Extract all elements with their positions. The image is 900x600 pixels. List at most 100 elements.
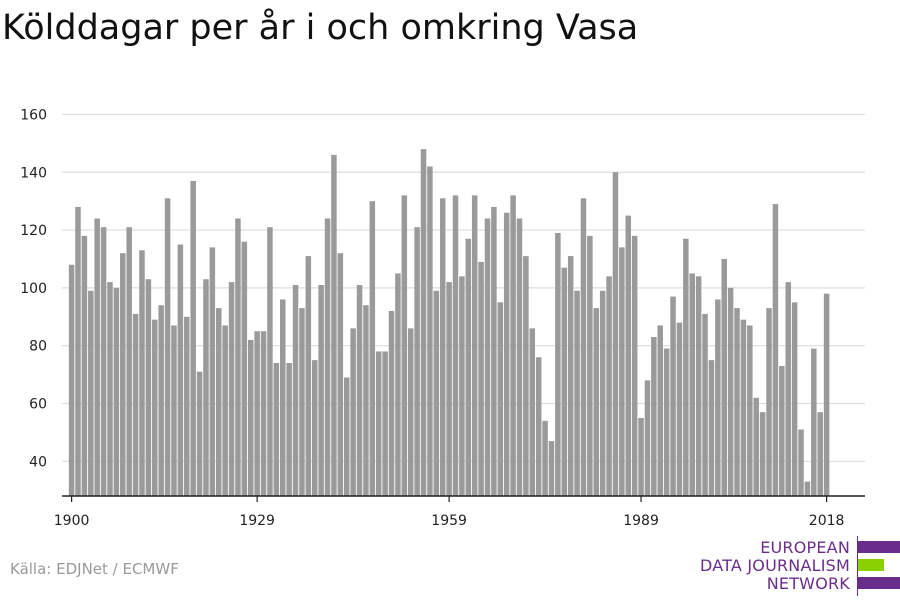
bar-1928 xyxy=(248,339,254,496)
bar-1911 xyxy=(139,250,145,496)
bar-2001 xyxy=(715,299,721,496)
bar-1963 xyxy=(471,195,478,497)
bar-1912 xyxy=(145,279,152,496)
logo-block-green xyxy=(858,559,884,571)
bar-1950 xyxy=(388,311,395,496)
bar-1931 xyxy=(267,227,273,496)
bar-1969 xyxy=(510,195,516,497)
bar-1979 xyxy=(574,290,580,496)
bar-2017 xyxy=(817,412,823,496)
y-tick-label-140: 140 xyxy=(20,165,47,181)
y-tick-label-120: 120 xyxy=(20,223,47,239)
bar-1988 xyxy=(631,235,638,497)
bar-1972 xyxy=(529,328,536,496)
x-tick-label-1989: 1989 xyxy=(623,513,659,529)
bar-1939 xyxy=(318,284,324,496)
logo-divider xyxy=(857,536,858,596)
bar-1913 xyxy=(152,319,158,496)
bar-1978 xyxy=(567,256,574,496)
bar-1944 xyxy=(350,328,356,496)
bar-1902 xyxy=(81,235,88,497)
y-tick-label-100: 100 xyxy=(20,281,47,297)
bar-1932 xyxy=(273,363,280,496)
bars xyxy=(68,149,830,497)
bar-2009 xyxy=(766,308,772,496)
bar-1954 xyxy=(414,227,420,496)
bar-1962 xyxy=(465,238,472,497)
bar-1977 xyxy=(561,267,568,496)
bar-1949 xyxy=(382,351,388,496)
bar-2000 xyxy=(708,360,715,496)
y-tick-label-60: 60 xyxy=(29,397,47,413)
bar-1918 xyxy=(184,316,190,496)
bar-2014 xyxy=(798,429,804,496)
bar-1940 xyxy=(324,218,331,496)
bar-1948 xyxy=(375,351,382,496)
bar-1922 xyxy=(209,247,216,496)
bar-1942 xyxy=(337,253,344,496)
bar-1930 xyxy=(260,331,267,496)
bar-1927 xyxy=(241,241,248,496)
bar-1919 xyxy=(190,180,196,496)
bar-2005 xyxy=(740,319,747,496)
bar-1903 xyxy=(88,290,94,496)
bar-1998 xyxy=(695,276,702,496)
bar-1957 xyxy=(433,290,440,496)
x-tick-label-1929: 1929 xyxy=(239,513,275,529)
bar-1999 xyxy=(702,313,708,496)
bar-1976 xyxy=(555,232,561,496)
bar-2012 xyxy=(785,282,791,496)
bar-2010 xyxy=(772,204,779,496)
bar-1924 xyxy=(222,325,228,496)
bar-1914 xyxy=(158,305,164,496)
bar-2006 xyxy=(747,325,753,496)
bar-1921 xyxy=(203,279,209,496)
bar-1986 xyxy=(619,247,625,496)
bar-1929 xyxy=(254,331,260,496)
bar-2016 xyxy=(811,348,817,496)
bar-1953 xyxy=(407,328,414,496)
bar-1991 xyxy=(651,337,657,496)
bar-1965 xyxy=(484,218,491,496)
bar-2015 xyxy=(804,481,811,496)
bar-1946 xyxy=(363,305,369,496)
bar-1993 xyxy=(663,348,670,496)
bar-1959 xyxy=(446,282,452,496)
bar-1981 xyxy=(587,235,593,497)
bar-1983 xyxy=(599,290,606,496)
bar-2002 xyxy=(721,258,727,496)
bar-2004 xyxy=(734,308,740,496)
bar-1982 xyxy=(593,308,600,496)
bar-1936 xyxy=(299,308,305,496)
bar-1934 xyxy=(286,363,292,496)
bar-1992 xyxy=(657,325,664,496)
bar-1901 xyxy=(75,206,81,496)
bar-1984 xyxy=(606,276,612,496)
edjnet-logo: EUROPEAN DATA JOURNALISM NETWORK xyxy=(700,536,900,600)
bar-1995 xyxy=(676,322,683,496)
logo-block-purple-bottom xyxy=(858,577,900,589)
bar-1974 xyxy=(542,420,548,496)
bar-1925 xyxy=(228,282,235,496)
bar-1985 xyxy=(612,172,619,497)
bar-1941 xyxy=(331,154,337,496)
bar-1907 xyxy=(113,287,120,496)
bar-1964 xyxy=(478,261,484,496)
logo-line-1: EUROPEAN xyxy=(760,538,850,557)
bar-1973 xyxy=(535,357,542,496)
bar-1956 xyxy=(427,166,433,496)
bar-1943 xyxy=(343,377,350,496)
logo-line-2: DATA JOURNALISM xyxy=(700,556,850,575)
bar-1994 xyxy=(670,296,676,496)
bar-1947 xyxy=(369,201,376,496)
bar-1997 xyxy=(689,273,695,496)
bar-1900 xyxy=(68,264,75,496)
x-tick-label-1959: 1959 xyxy=(431,513,467,529)
bar-1908 xyxy=(120,253,126,496)
bar-1960 xyxy=(452,195,459,497)
bar-1951 xyxy=(395,273,401,496)
source-note: Källa: EDJNet / ECMWF xyxy=(10,560,179,578)
bar-1989 xyxy=(638,417,644,496)
bar-1970 xyxy=(516,218,523,496)
